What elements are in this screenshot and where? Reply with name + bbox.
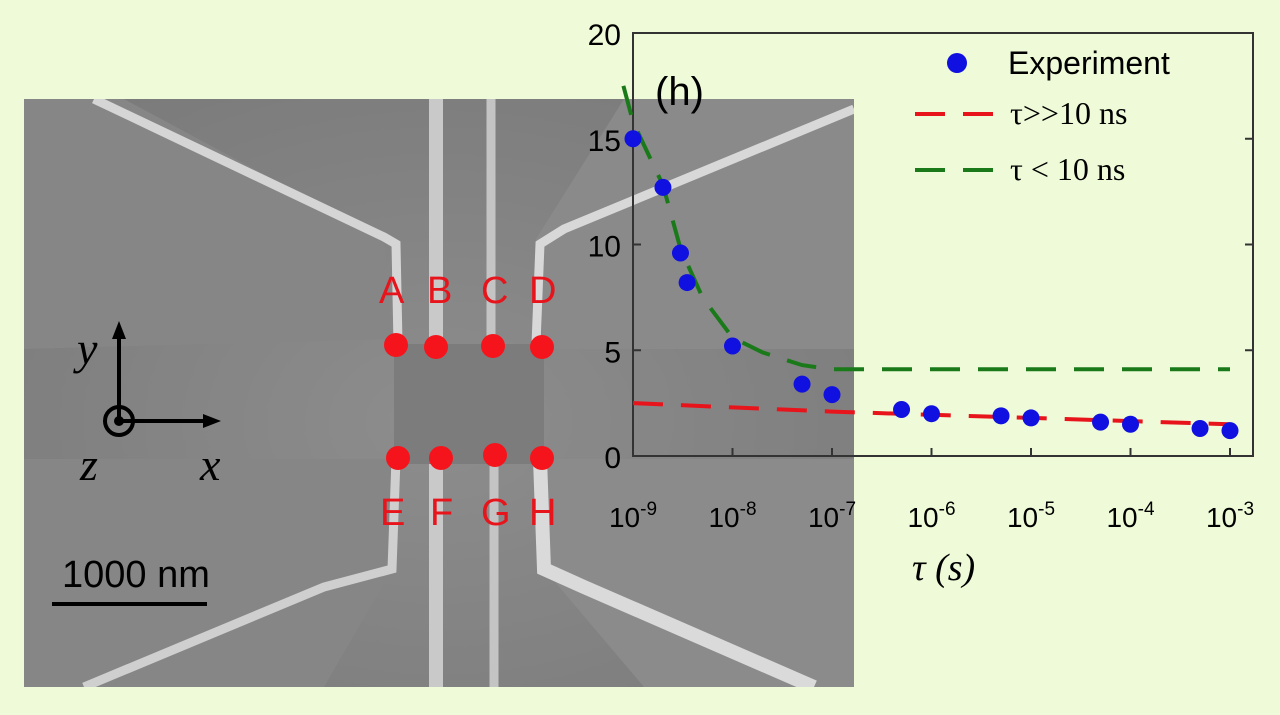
- data-point: [654, 178, 672, 196]
- y-tick-label: 10: [588, 231, 621, 264]
- plot-frame: [632, 32, 1254, 457]
- data-point: [671, 244, 689, 262]
- contact-dot-b: [424, 335, 448, 359]
- legend: Experiment τ>>10 ns τ < 10 ns: [915, 45, 1170, 187]
- y-tick-label: 15: [588, 125, 621, 158]
- x-tick-label: 10-6: [907, 499, 955, 533]
- data-point: [1022, 409, 1040, 427]
- contact-dot-a: [384, 333, 408, 357]
- data-point: [923, 405, 940, 423]
- contact-label-c: C: [481, 270, 509, 312]
- legend-label-experiment: Experiment: [1008, 45, 1170, 81]
- legend-label-short: τ < 10 ns: [1010, 151, 1125, 187]
- data-point: [1092, 413, 1110, 431]
- contact-dot-f: [429, 446, 453, 470]
- axis-x-label: x: [200, 439, 221, 490]
- axis-z-label: z: [80, 439, 98, 490]
- data-point: [1221, 422, 1239, 440]
- y-tick-label: 0: [604, 442, 621, 475]
- scale-bar-label: 1000 nm: [62, 554, 210, 596]
- contact-dot-g: [483, 443, 507, 467]
- data-point: [1122, 415, 1139, 433]
- data-point: [793, 375, 811, 393]
- contact-label-h: H: [529, 492, 557, 534]
- contact-label-g: G: [481, 492, 511, 534]
- contact-dot-e: [386, 446, 410, 470]
- sem-micrograph: [24, 99, 854, 687]
- data-point: [1191, 420, 1209, 438]
- x-tick-label: 10-7: [808, 499, 856, 533]
- data-point: [823, 386, 841, 404]
- x-tick-label: 10-5: [1007, 499, 1055, 533]
- legend-marker-experiment: [947, 53, 967, 73]
- contact-dot-h: [530, 446, 554, 470]
- contact-label-d: D: [529, 270, 557, 312]
- fit-line-short: [621, 85, 1230, 372]
- data-point: [678, 274, 696, 292]
- x-tick-label: 10-9: [609, 499, 657, 533]
- x-tick-label: 10-3: [1206, 499, 1254, 533]
- x-tick-label: 10-4: [1106, 499, 1154, 533]
- contact-dot-c: [481, 334, 505, 358]
- y-tick-label: 5: [604, 336, 621, 369]
- panel-label: (h): [655, 70, 704, 114]
- contact-dot-d: [530, 335, 554, 359]
- x-axis-label: τ (s): [912, 547, 975, 589]
- contact-label-b: B: [427, 270, 453, 312]
- data-point: [724, 337, 741, 355]
- x-tick-label: 10-8: [708, 499, 756, 533]
- axis-y-label: y: [77, 323, 98, 374]
- contact-label-a: A: [379, 270, 405, 312]
- contact-label-e: E: [380, 492, 406, 534]
- y-tick-label: 20: [588, 19, 621, 52]
- legend-label-long: τ>>10 ns: [1010, 95, 1127, 131]
- data-point: [893, 400, 911, 418]
- data-point: [624, 130, 642, 148]
- data-point: [992, 407, 1010, 425]
- contact-label-f: F: [430, 492, 454, 534]
